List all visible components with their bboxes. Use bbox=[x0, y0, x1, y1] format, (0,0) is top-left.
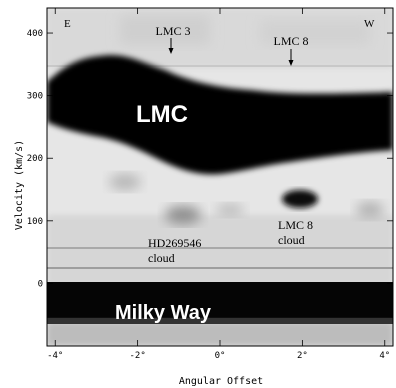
intensity-map bbox=[47, 8, 393, 346]
corner-label-west: W bbox=[364, 18, 375, 30]
y-tick-label: 0 bbox=[38, 279, 43, 289]
x-tick-label: 2° bbox=[297, 351, 308, 361]
y-axis-ticks: 0 100 200 300 400 bbox=[27, 29, 393, 289]
y-axis-label: Velocity (km/s) bbox=[14, 140, 25, 230]
y-tick-label: 300 bbox=[27, 92, 43, 102]
lmc-emission-band bbox=[47, 55, 393, 175]
lmc8-arrow-icon bbox=[288, 49, 294, 66]
lmc8-marker-label: LMC 8 bbox=[273, 34, 308, 48]
x-tick-label: -2° bbox=[129, 351, 145, 361]
x-tick-label: -4° bbox=[47, 351, 63, 361]
lmc3-marker-label: LMC 3 bbox=[155, 24, 190, 38]
y-tick-label: 200 bbox=[27, 154, 43, 164]
hd269546-cloud-blob bbox=[165, 206, 201, 224]
x-tick-label: 0° bbox=[215, 351, 226, 361]
lmc3-arrow-icon bbox=[168, 38, 174, 54]
y-tick-label: 100 bbox=[27, 217, 43, 227]
hd269546-cloud-label-line1: HD269546 bbox=[148, 236, 201, 250]
x-axis-ticks: -4° -2° 0° 2° 4° bbox=[47, 8, 390, 361]
lmc-region-label: LMC bbox=[136, 101, 188, 128]
hd269546-cloud-label-line2: cloud bbox=[148, 251, 175, 265]
lmc8-cloud-label-line2: cloud bbox=[278, 233, 305, 247]
lmc8-cloud-blob bbox=[282, 190, 318, 208]
y-tick-label: 400 bbox=[27, 29, 43, 39]
x-tick-label: 4° bbox=[379, 351, 390, 361]
x-axis-label: Angular Offset bbox=[179, 376, 263, 387]
milky-way-emission-band bbox=[47, 282, 393, 324]
milky-way-region-label: Milky Way bbox=[115, 302, 212, 324]
corner-label-east: E bbox=[64, 18, 71, 30]
lmc8-cloud-label-line1: LMC 8 bbox=[278, 218, 313, 232]
